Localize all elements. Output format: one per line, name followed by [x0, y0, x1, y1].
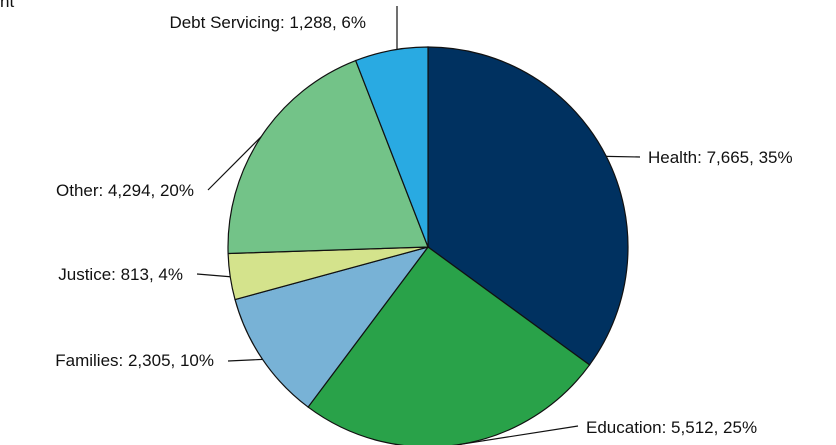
label-families: Families: 2,305, 10%	[55, 351, 214, 370]
label-justice: Justice: 813, 4%	[58, 265, 183, 284]
label-debt-servicing: Debt Servicing: 1,288, 6%	[169, 13, 366, 32]
leader-education	[457, 425, 579, 445]
leader-justice	[196, 273, 231, 278]
label-health: Health: 7,665, 35%	[648, 148, 793, 167]
leader-families	[227, 358, 263, 362]
leader-health	[606, 155, 641, 158]
slice-other	[227, 59, 429, 255]
leader-other	[207, 136, 262, 191]
pie-slices	[227, 46, 629, 445]
label-education: Education: 5,512, 25%	[586, 418, 757, 437]
data-labels: Health: 7,665, 35% Education: 5,512, 25% F…	[55, 13, 792, 437]
slice-health	[427, 46, 629, 366]
slice-debt-servicing	[354, 46, 429, 248]
clipped-title-fragment: nt	[0, 0, 15, 11]
label-other: Other: 4,294, 20%	[56, 181, 194, 200]
leader-lines	[196, 6, 641, 445]
